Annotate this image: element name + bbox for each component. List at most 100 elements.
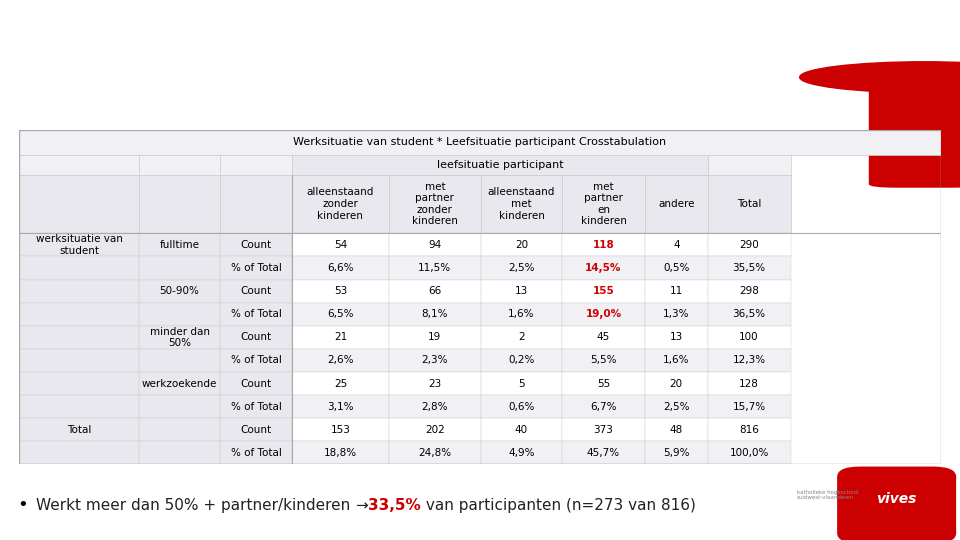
Bar [562, 280, 645, 303]
Bar [292, 154, 708, 175]
Bar [220, 280, 292, 303]
Text: 816: 816 [739, 425, 759, 435]
Bar [708, 395, 791, 418]
Text: 6,7%: 6,7% [590, 402, 616, 411]
Text: 6,5%: 6,5% [327, 309, 353, 319]
Text: 11: 11 [670, 286, 683, 296]
Text: 13: 13 [515, 286, 528, 296]
Bar [19, 154, 139, 175]
Text: 53: 53 [334, 286, 347, 296]
Bar [389, 395, 481, 418]
Bar [562, 326, 645, 349]
Bar [220, 233, 292, 256]
Bar [645, 303, 708, 326]
Bar [562, 303, 645, 326]
Text: 23: 23 [428, 379, 442, 389]
Text: 94: 94 [428, 240, 442, 250]
Text: 128: 128 [739, 379, 759, 389]
Bar [645, 349, 708, 372]
Text: 5,5%: 5,5% [590, 355, 616, 366]
Text: katholieke hogeschool
zuidwest-vlaanderen: katholieke hogeschool zuidwest-vlaandere… [797, 490, 858, 501]
Text: fulltime: fulltime [159, 240, 200, 250]
Text: 24,8%: 24,8% [419, 448, 451, 458]
Bar [220, 372, 292, 395]
Text: vives: vives [876, 491, 917, 505]
Text: 48: 48 [670, 425, 683, 435]
Bar [481, 441, 562, 464]
Text: 2,5%: 2,5% [508, 263, 535, 273]
Text: % of Total: % of Total [230, 355, 281, 366]
Text: Count: Count [241, 240, 272, 250]
Text: van participanten (n=273 van 816): van participanten (n=273 van 816) [421, 498, 696, 513]
Bar [19, 256, 139, 280]
Bar [481, 303, 562, 326]
Bar [389, 326, 481, 349]
Text: alleenstaand
zonder
kinderen: alleenstaand zonder kinderen [306, 187, 374, 221]
Text: 5,9%: 5,9% [663, 448, 689, 458]
Bar [708, 280, 791, 303]
Text: 2: 2 [518, 332, 525, 342]
Bar [389, 349, 481, 372]
Text: andere: andere [658, 199, 694, 209]
Bar [292, 441, 389, 464]
Text: 19: 19 [428, 332, 442, 342]
Bar [562, 395, 645, 418]
Bar [481, 395, 562, 418]
Text: 290: 290 [739, 240, 759, 250]
Bar [139, 326, 220, 349]
Text: 12,3%: 12,3% [732, 355, 766, 366]
Text: 50-90%: 50-90% [159, 286, 200, 296]
Bar [389, 372, 481, 395]
Bar [220, 418, 292, 441]
Bar [220, 326, 292, 349]
Bar [645, 175, 708, 233]
Bar [389, 256, 481, 280]
Bar [645, 256, 708, 280]
Bar [292, 280, 389, 303]
Bar [220, 256, 292, 280]
Bar [19, 372, 139, 395]
Bar [562, 233, 645, 256]
Text: 25: 25 [334, 379, 347, 389]
Text: 1,6%: 1,6% [663, 355, 689, 366]
Bar [19, 233, 139, 256]
Bar [292, 395, 389, 418]
Text: →: → [355, 498, 369, 513]
Text: 33,5%: 33,5% [369, 498, 421, 513]
FancyBboxPatch shape [837, 467, 956, 540]
Bar [481, 349, 562, 372]
Text: werksituatie van
student: werksituatie van student [36, 234, 123, 256]
Bar [645, 441, 708, 464]
Text: 155: 155 [592, 286, 614, 296]
Text: 153: 153 [330, 425, 350, 435]
Text: 54: 54 [334, 240, 347, 250]
Bar [562, 418, 645, 441]
Bar [708, 326, 791, 349]
Bar [389, 233, 481, 256]
Bar [19, 130, 941, 154]
Bar [645, 395, 708, 418]
Bar [389, 280, 481, 303]
Text: 1,3%: 1,3% [663, 309, 689, 319]
Bar [19, 326, 139, 349]
Bar [19, 175, 139, 233]
Bar [481, 280, 562, 303]
Bar [220, 175, 292, 233]
Bar [220, 395, 292, 418]
Bar [708, 256, 791, 280]
Text: 2,6%: 2,6% [327, 355, 353, 366]
Text: Count: Count [241, 286, 272, 296]
Bar [139, 418, 220, 441]
Bar [708, 175, 791, 233]
Bar [292, 303, 389, 326]
Text: 100,0%: 100,0% [730, 448, 769, 458]
Bar [708, 349, 791, 372]
Text: 20: 20 [670, 379, 683, 389]
Bar [645, 418, 708, 441]
Text: 4: 4 [673, 240, 680, 250]
Text: 202: 202 [425, 425, 444, 435]
Bar [19, 441, 139, 464]
Bar [292, 326, 389, 349]
Bar [645, 372, 708, 395]
Text: Count: Count [241, 379, 272, 389]
